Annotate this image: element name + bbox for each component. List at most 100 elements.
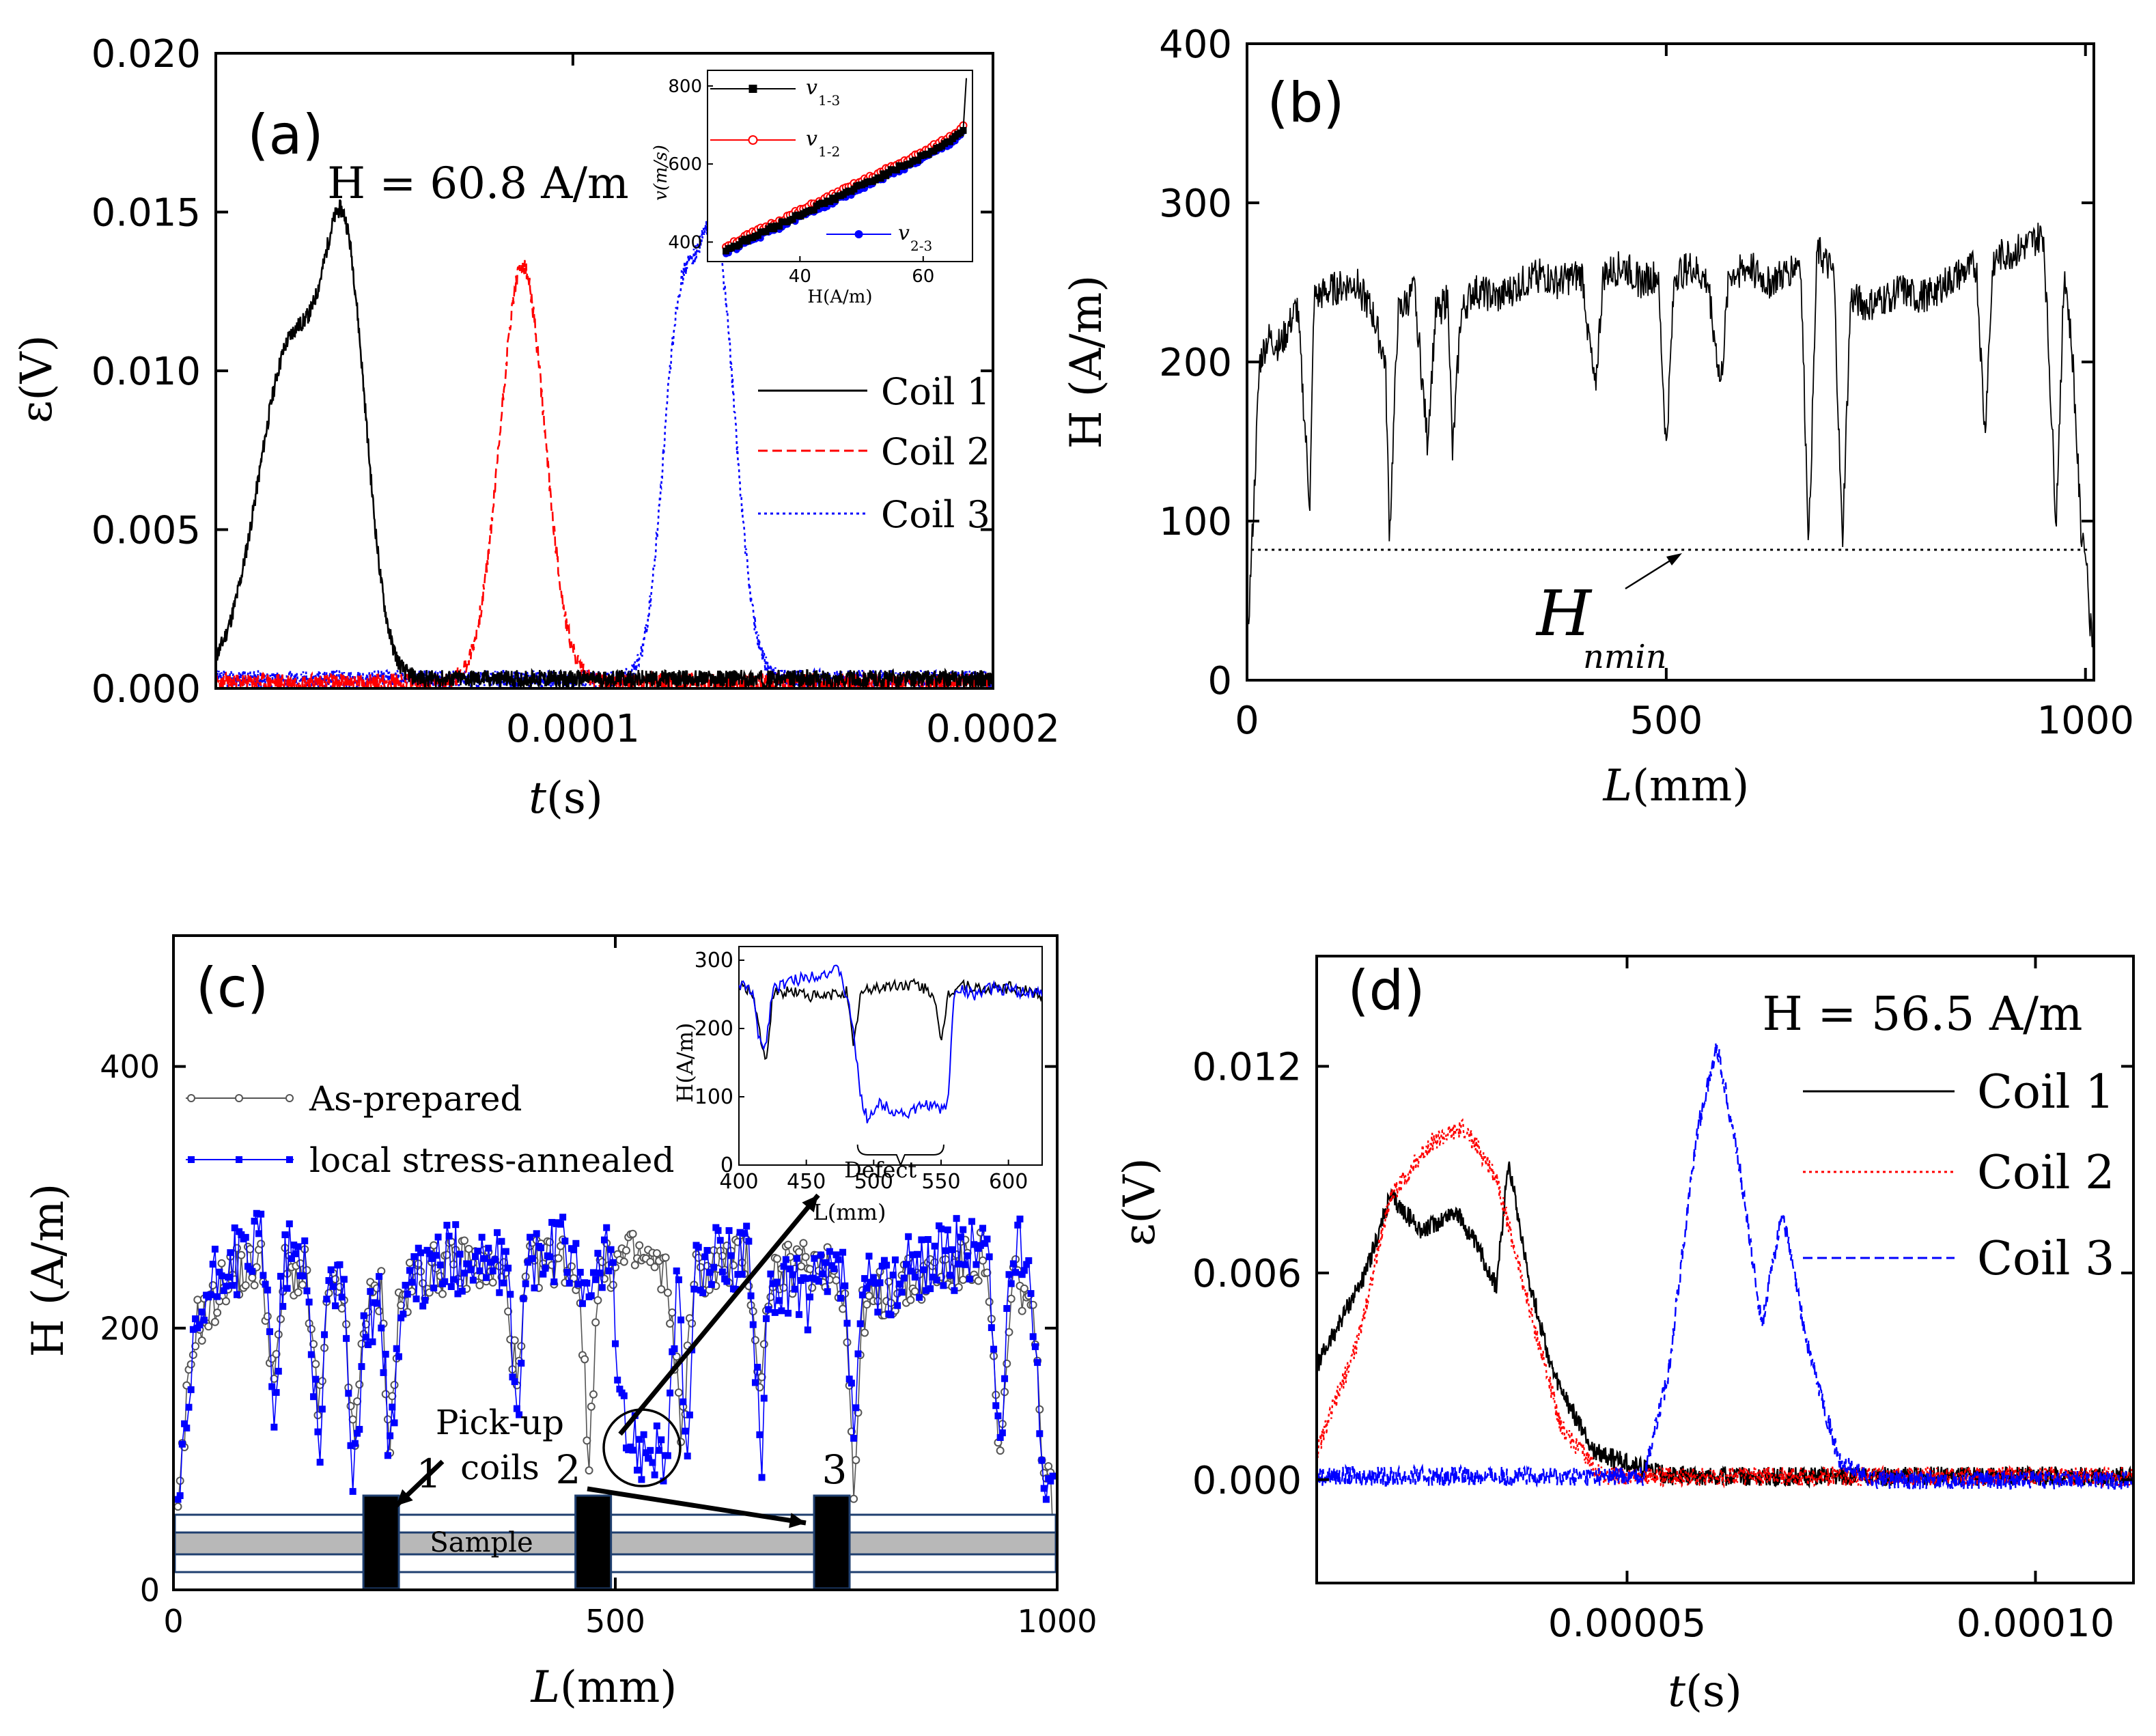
panel-c-series-2-marker [660,1477,667,1485]
panel-c-series-1-marker [204,1322,213,1331]
panel-c-series-1-marker [355,1380,364,1389]
panel-c-coil-1 [362,1494,400,1590]
panel-c-series-2-marker [281,1231,289,1239]
panel-c-series-2-marker [762,1315,770,1322]
panel-c-series-1-marker [1018,1306,1026,1315]
panel-c-series-2-marker [327,1266,335,1274]
panel-c-series-2-marker [616,1386,624,1393]
panel-c-series-2-marker [909,1251,916,1259]
panel-c-series-2-marker [820,1270,827,1278]
panel-c-series-2-marker [734,1271,742,1278]
panel-a-inset-legend-sub-3: 2-3 [910,238,932,254]
panel-a-inset-legend-marker-1 [748,85,757,93]
panel-a-legend-label-1: Coil 1 [881,370,990,413]
panel-c-series-2-marker [751,1379,759,1386]
panel-c-series-2-marker [592,1276,600,1283]
panel-c-series-2-marker [183,1425,191,1432]
panel-c-series-2-marker [527,1233,534,1241]
panel-c-series-2-marker [972,1261,980,1268]
panel-c-series-2-marker [675,1276,682,1283]
panel-c-series-1-marker [346,1401,355,1410]
panel-c-series-2-marker [600,1236,608,1244]
panel-c-series-2-marker [365,1341,372,1349]
panel-c-series-2-marker [905,1233,912,1240]
panel-c-series-2-marker [793,1255,800,1262]
panel-b-ytick-label: 200 [1159,341,1232,385]
panel-b-ytick-label: 300 [1159,182,1232,226]
panel-c-series-2-marker [507,1291,514,1298]
panel-c-series-2-marker [458,1287,466,1295]
panel-a-inset-xtick-label: 60 [912,266,934,287]
panel-c-series-1-marker [475,1280,484,1289]
panel-c-series-2-marker [480,1255,488,1262]
panel-c-series-2-marker [382,1350,389,1358]
panel-c-series-1-marker [348,1415,357,1424]
panel-c-series-1-marker [784,1240,793,1249]
panel-c-series-2-marker [1031,1343,1039,1350]
panel-c-series-2-marker [636,1436,643,1443]
panel-c-series-1-marker [567,1262,576,1271]
panel-c-series-1-marker [598,1257,606,1266]
panel-d-xlabel-var: t [1668,1666,1685,1717]
panel-c-series-2-marker [658,1436,665,1444]
panel-c-series-2-marker [264,1287,271,1294]
panel-c-series-2-marker [260,1272,267,1279]
panel-a-inset-series-1-marker [776,223,783,230]
panel-c-series-1-marker [464,1244,473,1253]
panel-c-inset-xlabel: L(mm) [813,1199,886,1225]
panel-c-series-2-marker [454,1290,462,1298]
panel-c-legend-label-1: As-prepared [309,1079,522,1119]
panel-c-series-1-marker [221,1297,230,1306]
panel-c-series-2-marker [647,1446,654,1454]
panel-c-series-2-marker [699,1289,707,1296]
panel-c-series-1-marker [276,1315,285,1324]
panel-c-series-2-marker [537,1244,545,1252]
panel-c-series-2-marker [809,1274,816,1282]
panel-c-series-2-marker [340,1276,348,1283]
panel-a-legend-label-3: Coil 3 [881,493,990,536]
panel-a-ytick-label: 0.010 [92,350,201,394]
panel-c-series-2-marker [671,1345,678,1352]
panel-c-coil-label-2: 2 [556,1446,581,1493]
panel-c-series-1-marker [650,1263,659,1272]
panel-c-series-2-marker [540,1270,547,1278]
panel-c-series-1-marker [241,1281,250,1290]
panel-c-series-2-marker [826,1248,833,1255]
panel-c-arrow-coil-3 [587,1486,807,1526]
panel-a-label: (a) [247,103,323,167]
panel-c-pickup-label-2: coils [460,1448,540,1487]
panel-b-xlabel-unit: (mm) [1632,761,1749,811]
panel-c-series-2-marker [710,1263,718,1271]
panel-c-series-1-marker [646,1257,655,1266]
panel-d-plot-area [1317,1042,2133,1490]
panel-c-series-2-marker [176,1492,184,1500]
panel-c-series-2-marker [811,1255,818,1262]
panel-c-series-2-marker [824,1288,831,1296]
panel-d-series-2-line [1317,1118,2133,1489]
panel-c-series-2-marker [231,1224,238,1231]
panel-c-series-2-marker [653,1422,660,1429]
panel-c-series-2-marker [380,1369,387,1376]
panel-c-series-1-marker [504,1307,513,1316]
panel-c-coil-label-3: 3 [822,1446,848,1493]
panel-c-series-1-marker [298,1280,307,1289]
panel-c-series-2-marker [839,1248,847,1256]
panel-a-annotation: H = 60.8 A/m [327,158,628,209]
panel-c-series-1-marker [510,1336,519,1345]
panel-a-xlabel-var: t [529,773,546,824]
panel-c-series-2-marker [695,1244,702,1251]
panel-c-series-2-marker [769,1280,776,1287]
panel-c-series-2-marker [520,1295,527,1302]
panel-b-xtick-label: 0 [1235,699,1259,743]
panel-c-series-2-marker [178,1440,186,1448]
panel-c-series-2-marker [275,1367,282,1375]
panel-c-legend-label-2: local stress-annealed [309,1140,674,1180]
panel-c-series-2-marker [576,1268,584,1276]
panel-c-series-2-marker [830,1265,838,1272]
panel-c-series-2-marker [968,1218,976,1225]
panel-d-xlabel-unit: (s) [1685,1666,1742,1717]
panel-c-series-1-marker [335,1283,344,1291]
panel-c-series-2-marker [771,1308,779,1316]
panel-c-series-2-marker [907,1268,914,1275]
